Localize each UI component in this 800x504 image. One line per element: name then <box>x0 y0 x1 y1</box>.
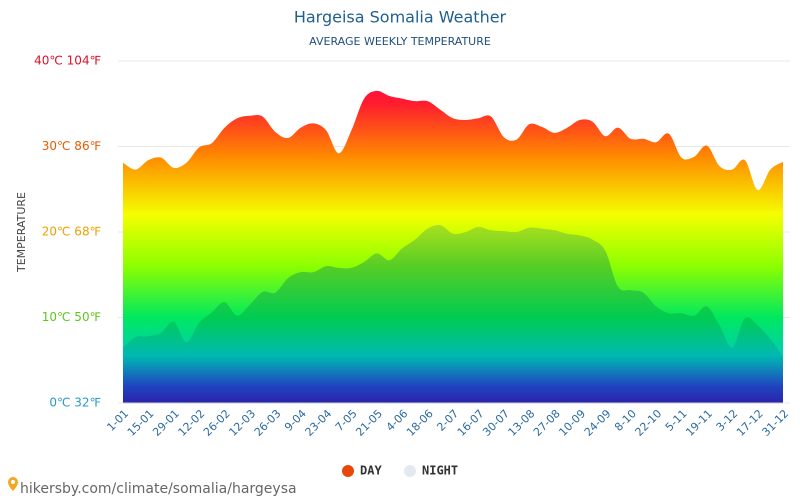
x-tick-label: 31-12 <box>759 407 791 439</box>
x-tick-label: 26-02 <box>201 407 233 439</box>
y-tick-label: 20℃ 68℉ <box>42 225 101 239</box>
y-tick-label: 10℃ 50℉ <box>42 310 101 324</box>
x-tick-label: 22-10 <box>633 407 665 439</box>
x-tick-label: 23-04 <box>303 407 335 439</box>
area-1 <box>123 224 783 403</box>
x-tick-label: 15-01 <box>125 407 157 439</box>
legend-swatch <box>404 465 416 477</box>
chart-subtitle: AVERAGE WEEKLY TEMPERATURE <box>309 35 491 48</box>
x-tick-label: 24-09 <box>582 407 614 439</box>
x-tick-label: 30-07 <box>480 407 512 439</box>
x-tick-label: 12-03 <box>226 407 258 439</box>
x-tick-label: 13-08 <box>506 407 538 439</box>
y-tick-label: 40℃ 104℉ <box>34 54 101 68</box>
x-tick-label: 16-07 <box>455 407 487 439</box>
pin-dot <box>11 480 15 484</box>
legend-swatch <box>342 465 354 477</box>
y-tick-label: 30℃ 86℉ <box>42 139 101 153</box>
x-tick-label: 27-08 <box>531 407 563 439</box>
x-tick-label: 21-05 <box>353 407 385 439</box>
source-text: hikersby.com/climate/somalia/hargeysa <box>20 481 297 497</box>
y-axis-label: TEMPERATURE <box>15 192 28 273</box>
plot: 0℃ 32℉10℃ 50℉20℃ 68℉30℃ 86℉40℃ 104℉1-011… <box>34 54 791 478</box>
x-tick-label: 19-11 <box>683 407 715 439</box>
legend-label: NIGHT <box>422 464 458 478</box>
chart-title: Hargeisa Somalia Weather <box>294 8 507 27</box>
y-tick-label: 0℃ 32℉ <box>49 396 101 410</box>
x-tick-label: 17-12 <box>734 407 766 439</box>
x-tick-label: 26-03 <box>252 407 284 439</box>
x-tick-label: 29-01 <box>150 407 182 439</box>
source: hikersby.com/climate/somalia/hargeysa <box>8 477 297 497</box>
legend-label: DAY <box>360 464 382 478</box>
x-tick-label: 18-06 <box>404 407 436 439</box>
x-tick-label: 10-09 <box>556 407 588 439</box>
x-tick-label: 12-02 <box>176 407 208 439</box>
